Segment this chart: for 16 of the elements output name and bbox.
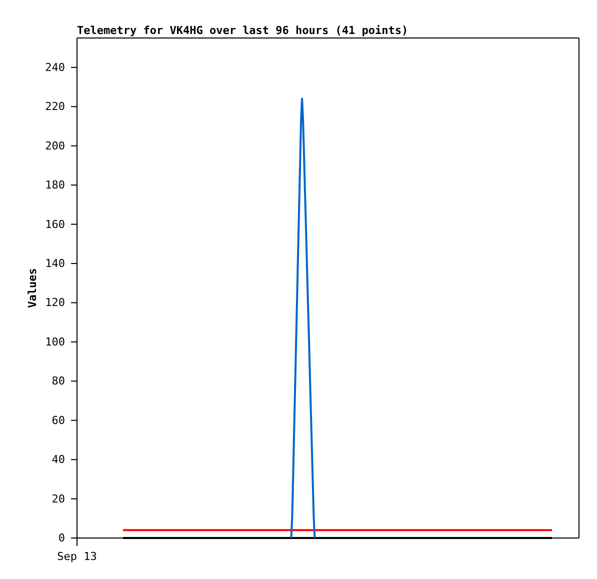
chart-title: Telemetry for VK4HG over last 96 hours (41 points) bbox=[77, 24, 408, 37]
y-tick-label: 40 bbox=[52, 453, 65, 466]
y-tick-label: 180 bbox=[45, 178, 65, 192]
y-tick-label: 160 bbox=[45, 218, 65, 231]
y-tick-label: 60 bbox=[52, 414, 65, 427]
y-tick-label: 20 bbox=[52, 492, 65, 506]
y-tick-label: 200 bbox=[45, 139, 65, 152]
y-tick-label: 100 bbox=[45, 335, 65, 348]
y-tick-label: 80 bbox=[52, 374, 65, 388]
y-axis-title: Values bbox=[26, 268, 39, 308]
y-tick-label: 140 bbox=[45, 257, 65, 270]
y-tick-label: 220 bbox=[45, 100, 65, 114]
text: Sep 13 bbox=[57, 550, 97, 563]
y-tick-label: 120 bbox=[45, 296, 65, 310]
y-tick-label: 240 bbox=[45, 60, 65, 74]
y-tick-label: 0 bbox=[58, 532, 65, 545]
